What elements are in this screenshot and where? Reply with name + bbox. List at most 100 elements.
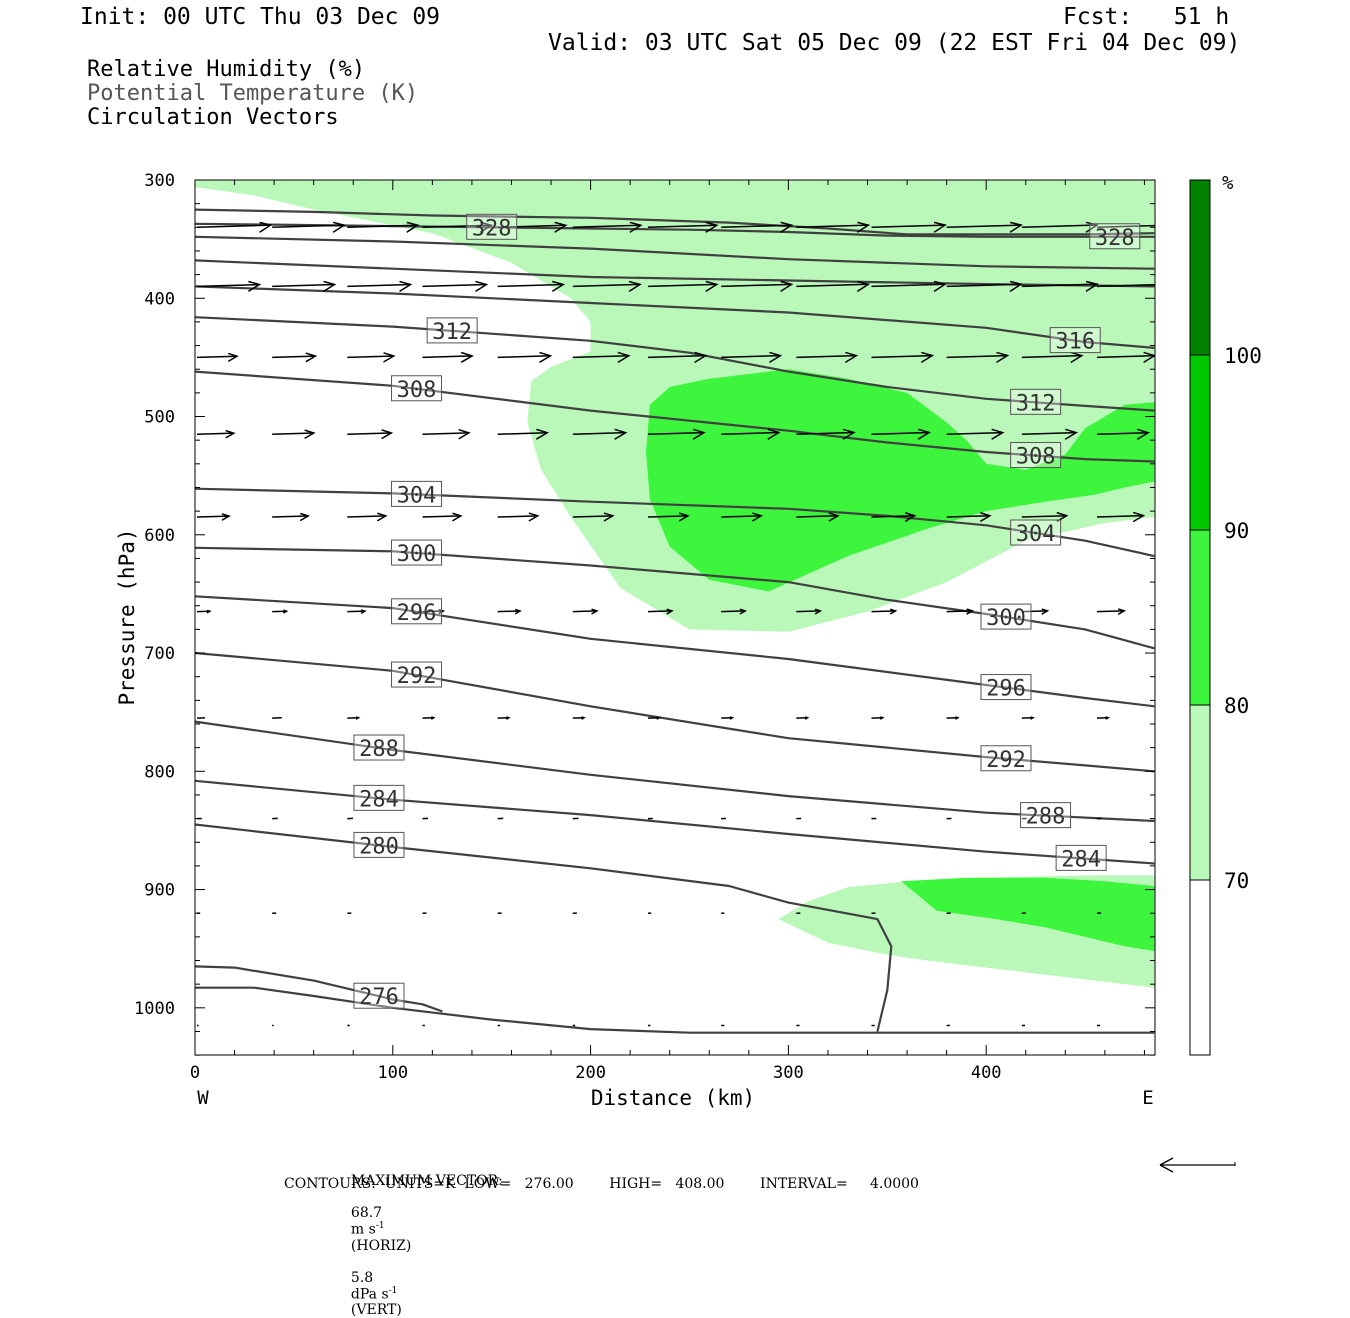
max-vector-vert-value: 5.8 (351, 1270, 373, 1286)
contour-label-text: 296 (986, 677, 1026, 702)
vector-head (248, 281, 259, 291)
vector-6-3 (422, 717, 433, 719)
y-tick-label: 300 (144, 171, 175, 191)
theta-contour-276-14 (195, 966, 442, 1011)
vector-shaft (272, 356, 315, 357)
vector-6-4 (498, 717, 509, 719)
contour-label-text: 280 (359, 834, 399, 859)
contour-label-284-0: 284 (354, 785, 404, 812)
contour-label-text: 292 (397, 664, 437, 689)
colorbar-segment-4 (1190, 180, 1210, 355)
contour-label-text: 308 (1016, 445, 1056, 470)
max-vector-vert-tag: (VERT) (351, 1302, 402, 1318)
vector-4-4 (498, 513, 538, 521)
contour-label-text: 300 (397, 542, 437, 567)
contour-label-288-0: 288 (354, 735, 404, 762)
vector-head (226, 431, 234, 438)
theta-contour-284-12 (195, 781, 1154, 864)
vector-6-8 (796, 717, 807, 719)
vector-head (377, 513, 385, 521)
contour-label-300-1: 300 (981, 604, 1031, 631)
vector-4-1 (272, 513, 308, 520)
contour-label-328-0: 328 (467, 214, 517, 241)
contour-label-text: 308 (397, 378, 437, 403)
vector-head (539, 352, 550, 362)
vector-head (324, 281, 335, 291)
vector-shaft (422, 285, 486, 287)
colorbar-segment-2 (1190, 530, 1210, 705)
vector-6-10 (947, 717, 958, 719)
vector-5-2 (347, 610, 365, 613)
vector-head (529, 513, 538, 521)
y-axis-label: Pressure (hPa) (115, 528, 139, 705)
vector-head (452, 513, 460, 521)
vector-head (1162, 222, 1173, 232)
max-vector-vert-exp: -1 (389, 1286, 398, 1296)
y-tick-label: 1000 (134, 999, 175, 1019)
contour-label-text: 304 (1016, 522, 1056, 547)
rh-shading (195, 180, 1154, 988)
y-tick-label: 500 (144, 408, 175, 428)
contour-label-280-0: 280 (354, 832, 404, 859)
vector-head (222, 514, 229, 520)
colorbar-label: 80 (1224, 694, 1249, 718)
vector-shaft (272, 433, 314, 434)
vector-shaft (498, 356, 551, 358)
contour-label-text: 292 (986, 748, 1026, 773)
contour-label-text: 296 (397, 601, 437, 626)
vector-shaft (648, 611, 672, 612)
vector-head (475, 281, 486, 291)
contour-label-308-0: 308 (392, 376, 442, 403)
contour-label-296-1: 296 (981, 675, 1031, 702)
x-end-left: W (197, 1087, 209, 1109)
vector-2-2 (347, 353, 393, 362)
y-tick-label: 800 (144, 762, 175, 782)
vector-shaft (947, 611, 973, 612)
vector-6-9 (871, 717, 882, 719)
vector-head (400, 281, 411, 291)
contour-label-300-0: 300 (392, 540, 442, 567)
vector-4-3 (422, 513, 460, 521)
vector-head (228, 353, 237, 361)
vector-shaft (347, 611, 365, 612)
contour-label-308-1: 308 (1011, 443, 1061, 470)
contour-label-text: 312 (432, 320, 472, 345)
contour-label-text: 276 (359, 985, 399, 1010)
contour-label-text: 316 (1055, 330, 1095, 355)
vector-head (459, 430, 469, 439)
contour-label-text: 288 (359, 737, 399, 762)
vector-shaft (197, 433, 234, 434)
vector-shaft (347, 285, 410, 287)
vector-2-1 (272, 353, 315, 362)
vector-6-6 (648, 717, 659, 719)
vector-2-3 (422, 352, 472, 362)
x-tick-label: 200 (575, 1063, 606, 1083)
contour-label-text: 312 (1016, 391, 1056, 416)
vector-shaft (796, 611, 820, 612)
vector-5-4 (498, 609, 520, 613)
contour-label-304-1: 304 (1011, 520, 1061, 547)
vector-6-7 (721, 717, 732, 719)
contour-label-text: 284 (1061, 847, 1101, 872)
vector-shaft (871, 611, 895, 612)
vector-shaft (498, 516, 538, 517)
max-vector-horiz-value: 68.7 (351, 1205, 382, 1221)
reference-vector-icon (1160, 1158, 1235, 1172)
x-axis-label: Distance (km) (591, 1086, 755, 1110)
colorbar-unit: % (1222, 172, 1234, 194)
contour-label-292-0: 292 (392, 662, 442, 689)
contour-label-text: 304 (397, 483, 437, 508)
max-vector-horiz-unit: m s (351, 1222, 376, 1238)
max-vector-horiz-tag: (HORIZ) (351, 1238, 411, 1254)
vector-1-3 (422, 281, 486, 291)
vector-head (1162, 281, 1173, 291)
vector-5-1 (272, 610, 286, 613)
vector-shaft (422, 356, 472, 357)
vector-2-0 (197, 353, 237, 361)
colorbar-label: 70 (1224, 869, 1249, 893)
vector-shaft (197, 285, 259, 287)
vector-6-2 (347, 717, 358, 719)
vector-shaft (347, 433, 391, 434)
